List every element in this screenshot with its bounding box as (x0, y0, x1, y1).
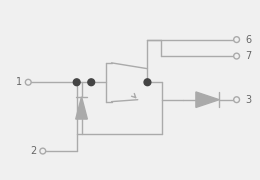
Circle shape (234, 53, 239, 59)
Circle shape (88, 79, 95, 86)
Text: 7: 7 (245, 51, 251, 61)
Text: 3: 3 (245, 95, 251, 105)
Circle shape (144, 79, 151, 86)
Circle shape (40, 148, 46, 154)
Circle shape (25, 79, 31, 85)
Circle shape (73, 79, 80, 86)
Text: 1: 1 (16, 77, 22, 87)
Text: 6: 6 (245, 35, 251, 45)
Circle shape (234, 37, 239, 42)
Polygon shape (196, 92, 219, 107)
Text: 2: 2 (30, 146, 36, 156)
Circle shape (234, 97, 239, 103)
Polygon shape (76, 97, 87, 119)
